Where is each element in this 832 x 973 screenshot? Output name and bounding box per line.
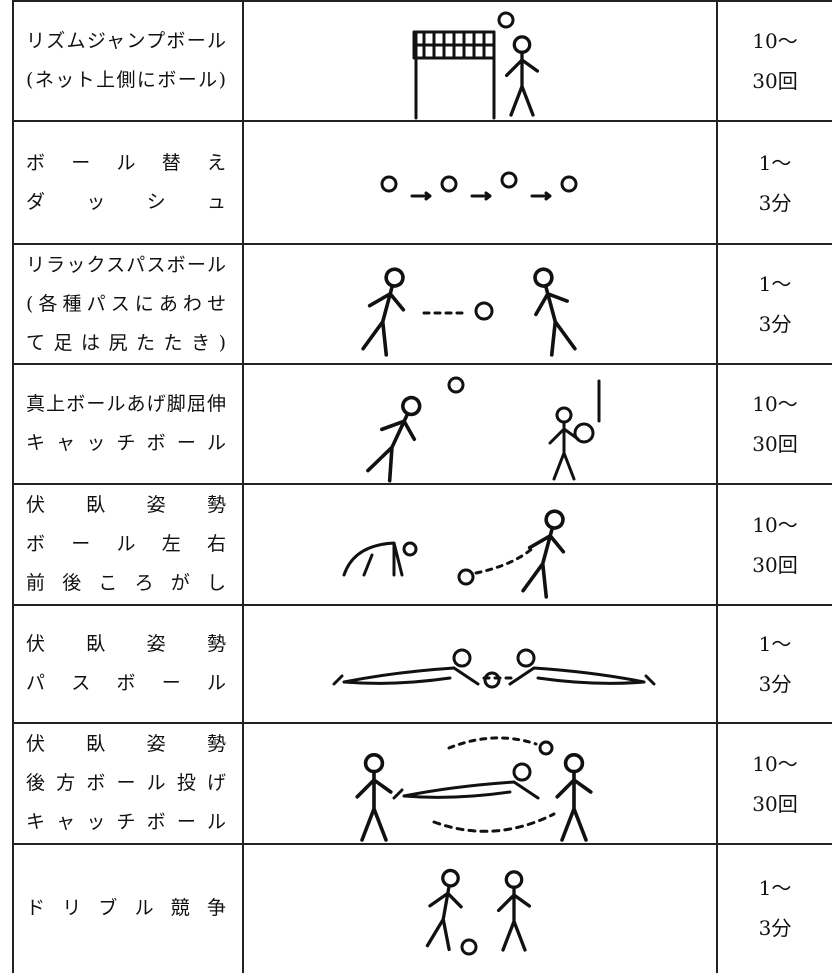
count-text: 1〜 [758, 632, 792, 656]
count-text: 30回 [752, 69, 798, 93]
illustration [355, 736, 593, 842]
activity-cell: 伏臥姿勢 パスボール [26, 606, 226, 722]
count-text: 1〜 [758, 150, 792, 175]
illustration [412, 11, 540, 120]
count-text: 10〜 [752, 392, 798, 416]
table-row: 伏臥姿勢ボール左右前後ころがし 10〜 30回 [12, 483, 832, 604]
activity-text: 伏臥姿勢 [26, 733, 226, 755]
illustration [332, 648, 656, 689]
table-row: 伏臥姿勢後方ボール投げ キャッチボール 10〜 30回 [12, 722, 832, 843]
count-text: 10〜 [752, 29, 798, 53]
activity-text: キャッチボール [26, 811, 226, 833]
count-cell: 10〜 30回 [718, 724, 832, 843]
count-text: 3分 [758, 190, 792, 215]
activity-cell: リズムジャンプボール (ネット上側にボール) [26, 2, 226, 120]
count-cell: 10〜 30回 [718, 365, 832, 483]
activity-text: キャッチボール [26, 432, 226, 454]
count-cell: 10〜 30回 [718, 2, 832, 120]
table-row: 伏臥姿勢パスボール 1〜 3分 [12, 604, 832, 722]
count-text: 3分 [758, 312, 792, 336]
table-row: ボール替えダッシュ 1〜 3分 [12, 120, 832, 243]
activity-text: 真上ボールあげ脚屈伸 [26, 393, 226, 415]
count-text: 10〜 [752, 751, 798, 776]
illustration [342, 509, 566, 599]
activity-text: 伏臥姿勢 [26, 494, 226, 516]
activity-text: 後方ボール投げ [26, 772, 226, 794]
count-text: 3分 [758, 916, 792, 940]
activity-cell: 真上ボールあげ脚屈伸 キャッチボール [26, 365, 226, 483]
count-text: 30回 [752, 791, 798, 816]
illustration [380, 171, 578, 201]
count-text: 3分 [758, 672, 792, 696]
table-row: リラックスパスボール (各種パスにあわせ て足は尻たたき) 1〜 3分 [12, 243, 832, 363]
table-row: リズムジャンプボール (ネット上側にボール) 10〜 30回 [12, 0, 832, 120]
count-cell: 1〜 3分 [718, 606, 832, 722]
count-text: 1〜 [758, 876, 792, 900]
activity-text: ドリブル競争 [26, 896, 226, 919]
table-row: ドリブル競争 1〜 3分 [12, 843, 832, 971]
illustration [366, 376, 601, 483]
column-divider [716, 2, 718, 973]
activity-text: 伏臥姿勢 [26, 633, 226, 655]
activity-text: 前後ころがし [26, 572, 226, 594]
column-divider [242, 2, 244, 973]
activity-cell: ドリブル競争 [26, 845, 226, 971]
activity-text: リラックスパスボール [26, 253, 226, 276]
activity-text: パスボール [26, 672, 226, 694]
count-text: 1〜 [758, 272, 792, 296]
activity-text: ダッシュ [26, 190, 226, 213]
table-border [12, 2, 14, 973]
activity-text: て足は尻たたき) [26, 331, 226, 354]
activity-text: (ネット上側にボール) [26, 69, 226, 91]
count-text: 10〜 [752, 512, 798, 537]
activity-text: (各種パスにあわせ [26, 292, 226, 315]
count-text: 30回 [752, 552, 798, 577]
count-cell: 10〜 30回 [718, 485, 832, 604]
activity-cell: リラックスパスボール (各種パスにあわせ て足は尻たたき) [26, 245, 226, 363]
count-cell: 1〜 3分 [718, 845, 832, 971]
count-text: 30回 [752, 432, 798, 456]
activity-cell: 伏臥姿勢後方ボール投げ キャッチボール [26, 724, 226, 843]
illustration [361, 267, 577, 357]
count-cell: 1〜 3分 [718, 245, 832, 363]
table-row: 真上ボールあげ脚屈伸 キャッチボール 10〜 30回 [12, 363, 832, 483]
activity-cell: ボール替え ダッシュ [26, 122, 226, 243]
activity-text: ボール左右 [26, 533, 226, 555]
activity-text: リズムジャンプボール [26, 30, 226, 52]
illustration [425, 868, 532, 956]
count-cell: 1〜 3分 [718, 122, 832, 243]
activity-cell: 伏臥姿勢ボール左右前後ころがし [26, 485, 226, 604]
activity-text: ボール替え [26, 151, 226, 174]
